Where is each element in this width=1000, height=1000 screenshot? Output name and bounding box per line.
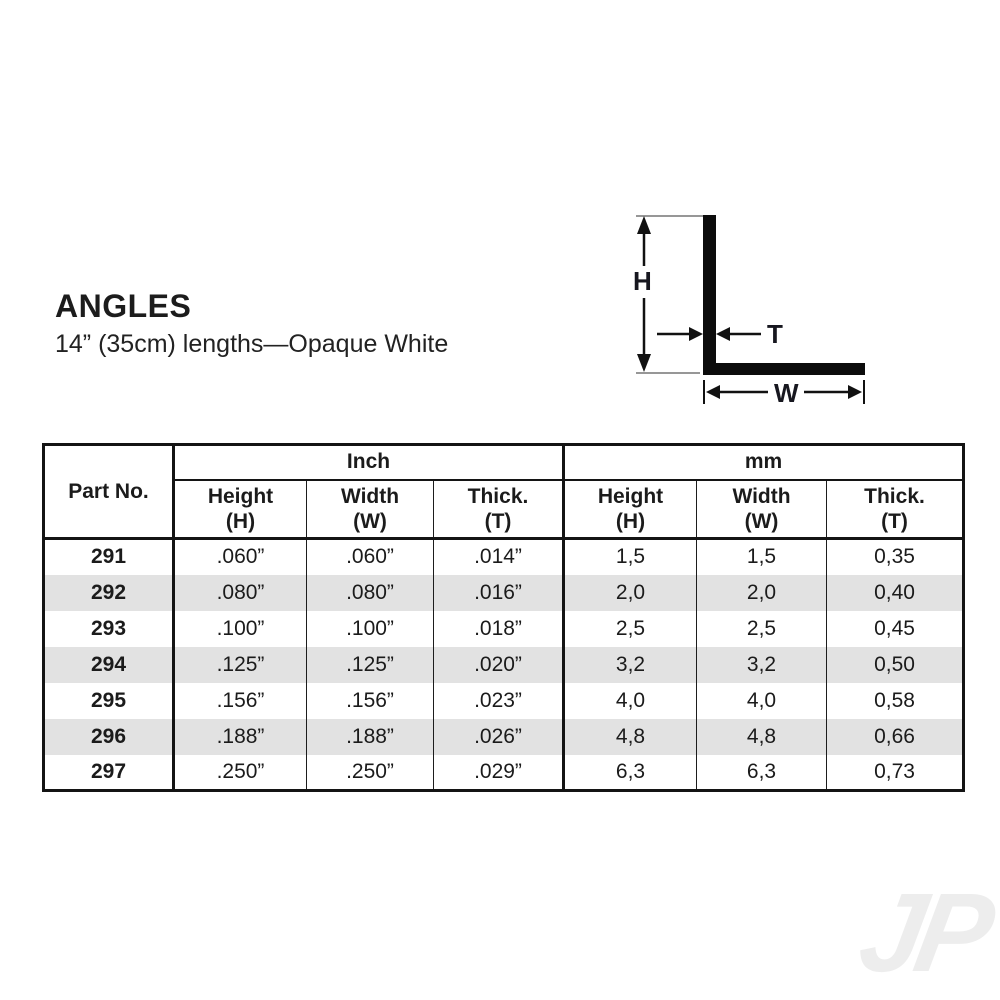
mm-width-cell: 2,5 [696, 610, 827, 647]
inch-width-cell: .156” [306, 682, 434, 719]
inch-height-cell: .125” [172, 646, 307, 683]
inch-thick-cell: .029” [433, 754, 564, 791]
part-no-cell: 292 [43, 574, 174, 611]
mm-thick-header: Thick. (T) [826, 479, 964, 540]
mm-thick-cell: 0,66 [826, 718, 964, 755]
table-row: 295 .156” .156” .023” 4,0 4,0 0,58 [44, 682, 964, 719]
table-row: 294 .125” .125” .020” 3,2 3,2 0,50 [43, 646, 964, 683]
part-no-cell: 293 [90, 616, 127, 640]
angle-profile-drawing: H T W [633, 215, 865, 408]
mm-height-header: Height (H) [562, 479, 697, 540]
inch-width-header: Width (W) [306, 479, 434, 540]
mm-width-cell: 3,2 [696, 646, 827, 683]
col-sublabel: (W) [744, 509, 779, 533]
width-dimension-label: W [774, 378, 799, 408]
part-no-cell: 296 [43, 718, 174, 755]
angle-vertical-leg [703, 215, 716, 375]
inch-thick-cell: .020” [433, 646, 564, 683]
inch-width-cell: .080” [306, 574, 434, 611]
mm-height-cell: 2,5 [562, 610, 697, 647]
inch-thick-cell: .016” [433, 574, 564, 611]
mm-width-cell: 2,0 [696, 574, 827, 611]
thickness-dimension-label: T [767, 319, 783, 349]
group-header-row: Part No. Inch mm [43, 444, 964, 540]
mm-width-header: Width (W) [696, 479, 827, 540]
inch-thick-cell: .023” [433, 682, 564, 719]
col-label: Thick. [467, 484, 529, 508]
part-no-header: Part No. [43, 444, 174, 540]
height-arrowhead-up [637, 216, 651, 234]
inch-thick-header: Thick. (T) [433, 479, 564, 540]
thickness-arrowhead-left [716, 327, 730, 341]
page-subtitle: 14” (35cm) lengths—Opaque White [55, 329, 449, 358]
inch-width-cell: .060” [306, 538, 434, 575]
col-sublabel: (H) [225, 509, 256, 533]
mm-thick-cell: 0,50 [826, 646, 964, 683]
width-arrowhead-left [706, 385, 720, 399]
table-row: 296 .188” .188” .026” 4,8 4,8 0,66 [43, 718, 964, 755]
sub-header-row: Height (H) Width (W) Thick. (T) Height (… [44, 479, 964, 540]
inch-height-header: Height (H) [172, 479, 307, 540]
col-sublabel: (W) [353, 509, 387, 533]
inch-thick-cell: .026” [433, 718, 564, 755]
angle-horizontal-leg [703, 363, 865, 375]
mm-thick-cell: 0,35 [826, 538, 964, 575]
mm-width-cell: 1,5 [696, 538, 827, 575]
height-dimension-label: H [633, 266, 652, 296]
col-label: Height [597, 484, 664, 508]
col-sublabel: (T) [881, 509, 908, 533]
mm-thick-cell: 0,45 [826, 610, 964, 647]
mm-thick-cell: 0,58 [826, 682, 964, 719]
table-row: 293 .100” .100” .018” 2,5 2,5 0,45 [44, 610, 964, 647]
inch-width-cell: .188” [306, 718, 434, 755]
heading-block: ANGLES 14” (35cm) lengths—Opaque White [55, 288, 449, 359]
mm-height-cell: 4,8 [562, 718, 697, 755]
mm-width-cell: 4,0 [696, 682, 827, 719]
col-sublabel: (H) [615, 509, 646, 533]
col-sublabel: (T) [484, 509, 512, 533]
table-row: 297 .250” .250” .029” 6,3 6,3 0,73 [44, 754, 964, 791]
mm-height-cell: 6,3 [562, 754, 697, 791]
inch-width-cell: .100” [306, 610, 434, 647]
inch-width-cell: .250” [306, 754, 434, 791]
width-arrowhead-right [848, 385, 862, 399]
mm-width-cell: 6,3 [696, 754, 827, 791]
mm-thick-cell: 0,73 [826, 754, 964, 791]
mm-height-cell: 4,0 [562, 682, 697, 719]
thickness-arrowhead-right [689, 327, 703, 341]
spec-table: Part No. Inch mm Height (H) Width (W) Th… [42, 443, 965, 792]
mm-group-header: mm [562, 444, 964, 481]
inch-group-header: Inch [172, 444, 564, 481]
mm-height-cell: 1,5 [562, 538, 697, 575]
inch-height-cell: .188” [172, 718, 307, 755]
part-no-cell: 291 [90, 545, 127, 569]
mm-height-cell: 3,2 [562, 646, 697, 683]
table-row: 291 .060” .060” .014” 1,5 1,5 0,35 [44, 538, 964, 575]
jp-watermark-logo: JP [850, 870, 997, 995]
col-label: Thick. [864, 484, 925, 508]
height-arrowhead-down [637, 354, 651, 372]
inch-width-cell: .125” [306, 646, 434, 683]
part-no-cell: 297 [90, 759, 127, 783]
mm-thick-cell: 0,40 [826, 574, 964, 611]
col-label: Height [207, 484, 274, 508]
part-no-cell: 295 [90, 688, 127, 712]
spec-table-wrap: Part No. Inch mm Height (H) Width (W) Th… [42, 443, 965, 792]
angle-profile-diagram: H T W [600, 190, 890, 415]
inch-height-cell: .080” [172, 574, 307, 611]
inch-thick-cell: .014” [433, 538, 564, 575]
inch-height-cell: .100” [172, 610, 307, 647]
col-label: Width [340, 484, 400, 508]
mm-height-cell: 2,0 [562, 574, 697, 611]
inch-height-cell: .156” [172, 682, 307, 719]
table-row: 292 .080” .080” .016” 2,0 2,0 0,40 [43, 574, 964, 611]
page-title: ANGLES [55, 288, 192, 324]
mm-width-cell: 4,8 [696, 718, 827, 755]
part-no-cell: 294 [43, 646, 174, 683]
col-label: Width [732, 484, 791, 508]
inch-thick-cell: .018” [433, 610, 564, 647]
inch-height-cell: .250” [172, 754, 307, 791]
inch-height-cell: .060” [172, 538, 307, 575]
